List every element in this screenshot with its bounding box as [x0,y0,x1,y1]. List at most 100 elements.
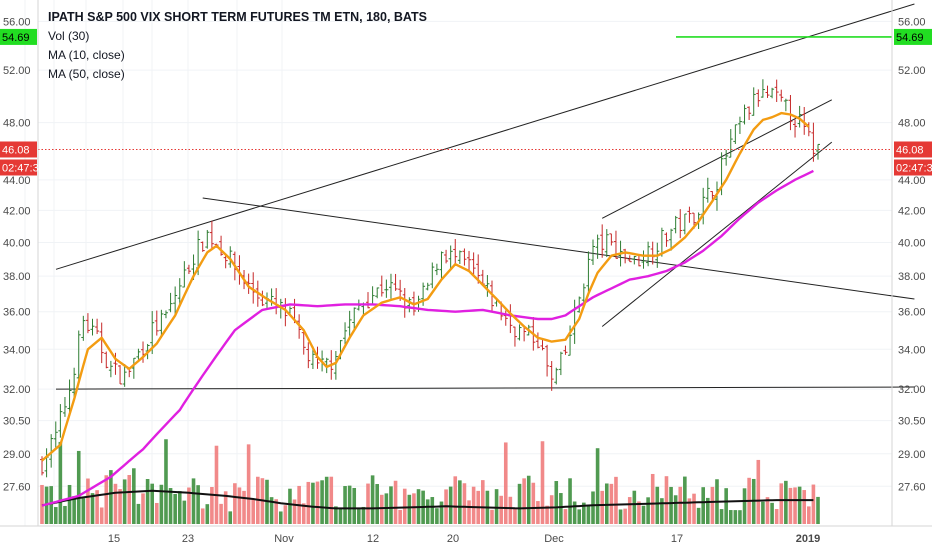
volume-bar [196,485,200,524]
price-bar [67,379,72,416]
volume-bar [462,483,467,524]
y-tick-label-right: 30.50 [898,416,926,428]
price-bar [687,206,692,223]
y-tick-label-right: 38.00 [898,271,926,283]
price-bar [219,235,224,256]
alert-price-badge-right-bg [894,28,932,45]
y-tick-label-left: 27.60 [3,481,31,493]
price-bar [186,264,191,274]
y-tick-label-right: 56.00 [898,16,926,28]
volume-bar [471,486,476,524]
chart-legend: IPATH S&P 500 VIX SHORT TERM FUTURES TM … [48,8,427,84]
legend-ma10[interactable]: MA (10, close) [48,48,125,62]
price-bar [549,361,554,391]
volume-bar [292,499,297,524]
price-bar [402,288,407,318]
volume-bar [301,503,306,524]
volume-bar [269,497,274,524]
x-tick-label: 17 [671,533,683,545]
volume-bar [67,484,72,524]
x-axis: 15 23 Nov 12 20 Dec 17 2019 [108,533,820,545]
volume-bar [774,509,779,524]
trend-lines [55,3,915,390]
y-tick-label-right: 34.00 [898,344,926,356]
volume-bar [53,507,58,524]
price-bar [425,282,430,291]
price-bar [765,85,770,98]
volume-bar [687,498,692,524]
countdown-badge-left: 02:47:33 [0,159,45,176]
volume-bar [490,509,494,524]
volume-bar [742,488,747,524]
volume-bar [177,491,182,524]
volume-bar [710,486,715,524]
price-bar [816,143,820,160]
y-tick-label-right: 48.00 [898,118,926,130]
volume-bar [770,502,774,524]
price-bar [751,87,756,116]
volume-bar [136,503,141,524]
volume-bar [393,480,398,524]
price-bar [122,364,127,387]
volume-bar [577,509,582,524]
volume-bar [113,483,118,524]
legend-volume[interactable]: Vol (30) [48,29,90,43]
price-bar [788,95,793,131]
price-bar [604,229,609,258]
volume-bar [531,482,536,524]
chart-title: IPATH S&P 500 VIX SHORT TERM FUTURES TM … [48,10,427,24]
volume-bar [104,475,109,524]
volume-bar [604,483,609,524]
volume-bar [343,486,347,524]
legend-ma50[interactable]: MA (50, close) [48,67,125,81]
price-bar [811,122,816,162]
price-bar [58,404,63,438]
countdown-badge-right-text: 02:47:33 [896,162,932,174]
volume-bar [784,480,788,524]
price-bar [577,296,582,313]
volume-bar [127,475,132,524]
volume-bar [58,441,63,524]
y-tick-label-right: 42.00 [898,205,926,217]
volume-bar [724,488,728,524]
volume-avg-line [41,489,814,510]
alert-price-badge-left-text: 54.69 [2,32,30,44]
volume-bar [673,495,678,524]
price-bar [517,324,522,341]
volume-ma-line [41,489,814,510]
volume-bar [811,484,816,524]
y-tick-label-left: 29.00 [3,449,31,461]
price-bar [370,286,375,306]
volume-bar [627,497,632,524]
volume-bar [526,475,531,524]
volume-bar [568,478,572,524]
price-bar [678,209,683,239]
volume-bar [448,486,453,524]
volume-bar [545,505,549,524]
price-bar [228,246,233,268]
volume-bar [696,507,701,524]
price-bar [673,215,678,234]
volume-bar [637,501,641,524]
y-tick-label-left: 42.00 [3,205,31,217]
volume-bar [756,459,761,524]
volume-bar [816,496,820,524]
volume-bar [370,475,375,524]
volume-bar [63,505,67,524]
price-bar [503,310,508,326]
chart-frame [0,0,932,527]
volume-bar [549,495,554,524]
countdown-badge-left-text: 02:47:33 [2,162,45,174]
volume-bar [200,508,205,524]
price-bar [90,318,95,336]
volume-bar [807,506,811,524]
volume-bar [118,489,122,524]
x-tick-label: 20 [447,533,459,545]
price-bar [62,397,67,417]
volume-bar [540,441,545,524]
volume-bar [223,491,228,524]
volume-bar [655,486,660,524]
volume-bar [191,478,196,524]
volume-bar [182,500,187,524]
